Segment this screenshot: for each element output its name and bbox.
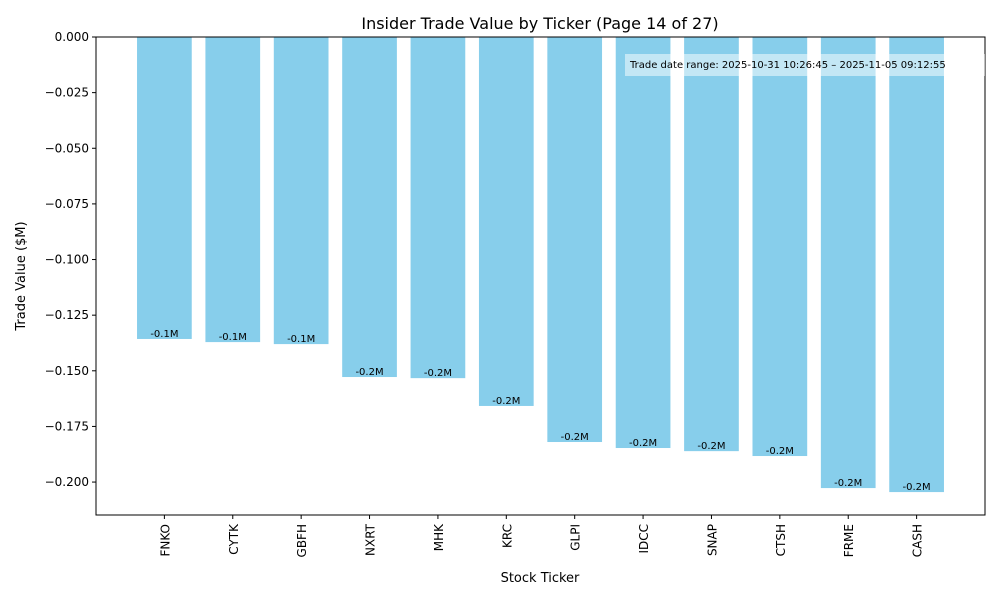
bar-CASH [889, 37, 944, 493]
y-tick-label: −0.175 [45, 419, 89, 433]
x-tick-label: IDCC [637, 524, 651, 554]
y-tick-label: −0.050 [45, 141, 89, 155]
x-tick-label: GBFH [295, 524, 309, 557]
y-tick-label: −0.075 [45, 197, 89, 211]
y-tick-label: −0.100 [45, 253, 89, 267]
x-tick-label: NXRT [364, 523, 378, 556]
y-tick-label: −0.025 [45, 86, 89, 100]
x-tick-label: CYTK [227, 523, 241, 555]
x-tick-label: CASH [911, 524, 925, 557]
x-tick-label: FRME [842, 524, 856, 557]
y-tick-label: 0.000 [55, 30, 89, 44]
plot-frame [95, 36, 986, 516]
bar-KRC [478, 37, 534, 406]
x-tick-label: GLPI [569, 524, 583, 551]
bar-SNAP [684, 37, 739, 452]
x-tick-label: KRC [500, 524, 514, 548]
data-label: -0.2M [903, 482, 931, 493]
data-label: -0.2M [697, 441, 725, 452]
y-tick-label: −0.150 [45, 364, 89, 378]
data-label: -0.2M [561, 432, 589, 443]
data-label: -0.2M [424, 368, 452, 379]
data-label: -0.2M [629, 438, 657, 449]
data-label: -0.1M [287, 334, 315, 345]
x-tick-label: FNKO [158, 524, 172, 557]
x-tick-label: MHK [432, 523, 446, 551]
bar-IDCC [615, 37, 671, 449]
x-axis-label: Stock Ticker [501, 571, 580, 586]
y-axis-label: Trade Value ($M) [14, 221, 29, 331]
date-range-annotation: Trade date range: 2025-10-31 10:26:45 – … [629, 60, 946, 71]
data-label: -0.2M [492, 396, 520, 407]
chart-title: Insider Trade Value by Ticker (Page 14 o… [361, 14, 718, 33]
bar-GBFH [273, 37, 329, 345]
annotation-box [625, 54, 985, 76]
y-tick-label: −0.125 [45, 308, 89, 322]
y-tick-label: −0.200 [45, 475, 89, 489]
data-label: -0.2M [834, 478, 862, 489]
bar-NXRT [342, 37, 397, 378]
data-label: -0.2M [766, 446, 794, 457]
data-label: -0.1M [219, 332, 247, 343]
data-label: -0.2M [355, 367, 383, 378]
x-tick-label: SNAP [705, 524, 719, 556]
bar-FNKO [137, 37, 192, 339]
bar-FRME [820, 37, 876, 489]
bar-CYTK [205, 37, 261, 343]
bar-CTSH [752, 37, 808, 457]
bar-GLPI [547, 37, 603, 443]
data-label: -0.1M [150, 329, 178, 340]
bar-MHK [410, 37, 466, 379]
x-tick-label: CTSH [774, 524, 788, 556]
